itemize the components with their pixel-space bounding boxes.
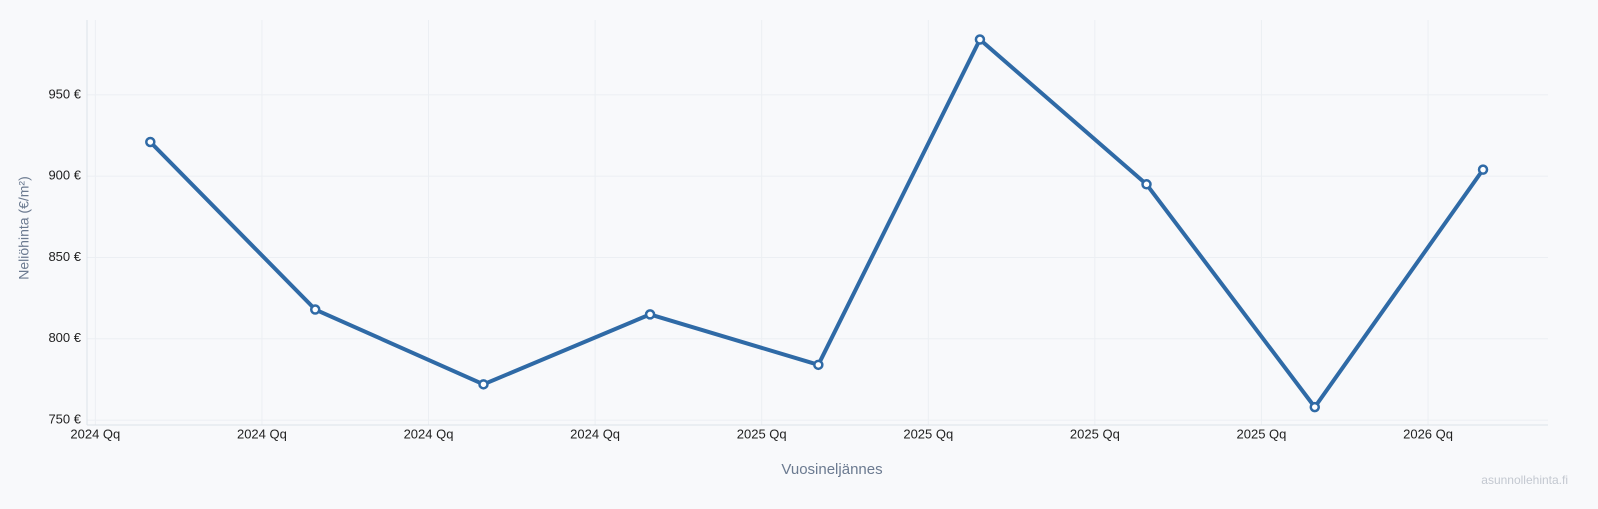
y-tick-label: 900 € (48, 168, 81, 183)
watermark: asunnollehinta.fi (1481, 473, 1568, 487)
point (644, 309, 656, 320)
y-tick-label: 750 € (48, 412, 81, 427)
point (1477, 164, 1489, 175)
x-axis-title: Vuosineljännes (781, 461, 882, 478)
y-tick-label: 950 € (48, 86, 81, 101)
x-tick-label: 2024 Qq (404, 426, 454, 441)
x-tick-label: 2025 Qq (903, 426, 953, 441)
x-tick-label: 2025 Qq (1237, 426, 1287, 441)
x-tick-label: 2024 Qq (70, 426, 120, 441)
x-tick-label: 2024 Qq (570, 426, 620, 441)
x-tick-label: 2025 Qq (737, 426, 787, 441)
point (1309, 401, 1321, 413)
point (478, 379, 489, 390)
y-tick-label: 850 € (48, 249, 81, 264)
x-tick-label: 2025 Qq (1070, 426, 1120, 441)
x-tick-label: 2024 Qq (237, 426, 287, 441)
y-axis-title: Neliöhinta (€/m²) (16, 176, 32, 279)
point (309, 304, 321, 315)
point (1141, 179, 1152, 190)
point (145, 136, 156, 148)
y-tick-label: 800 € (48, 330, 81, 345)
point (974, 34, 986, 45)
point (813, 359, 824, 371)
x-tick-label: 2026 Qq (1403, 426, 1453, 441)
